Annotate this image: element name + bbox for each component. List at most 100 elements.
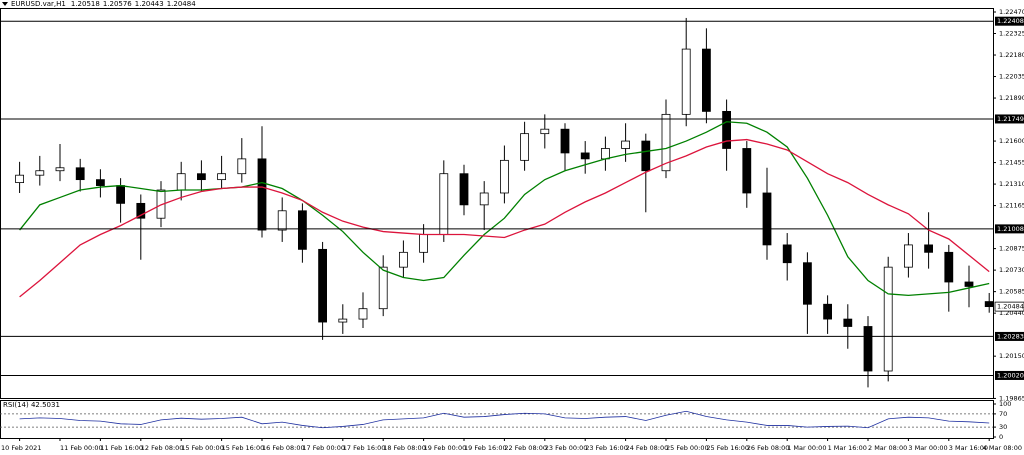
x-tick-label: 1 Mar 00:00 xyxy=(787,444,826,452)
candles xyxy=(15,17,994,388)
level-label: 1.21008 xyxy=(997,225,1024,233)
candle-body xyxy=(560,128,570,154)
x-tick-label: 4 Mar 08:00 xyxy=(983,444,1022,452)
level-label: 1.20020 xyxy=(997,371,1024,379)
candle-body xyxy=(823,303,832,320)
x-tick-label: 25 Feb 00:00 xyxy=(666,444,709,452)
x-tick-label: 19 Feb 00:00 xyxy=(424,444,467,452)
x-tick-label: 15 Feb 16:00 xyxy=(222,444,265,452)
candle-body xyxy=(479,192,489,206)
moving-average-line xyxy=(19,138,990,298)
candle-body xyxy=(984,301,994,308)
candle-body xyxy=(358,308,368,320)
x-tick-label: 25 Feb 16:00 xyxy=(706,444,749,452)
y-tick-label: 1.20730 xyxy=(999,266,1024,274)
candle-body xyxy=(540,128,550,135)
header-open: 1.20518 xyxy=(71,0,100,8)
candle-body xyxy=(196,173,206,181)
symbol: EURUSD.var,H1 xyxy=(11,0,66,8)
candle-body xyxy=(15,174,25,184)
candle-body xyxy=(96,179,105,186)
candle-body xyxy=(277,210,287,231)
indicator-tick-label: 100 xyxy=(999,400,1011,408)
x-tick-label: 22 Feb 08:00 xyxy=(504,444,547,452)
indicator-tick-label: 30 xyxy=(999,423,1007,431)
x-tick-label: 26 Feb 08:00 xyxy=(747,444,790,452)
menu-arrow[interactable] xyxy=(2,2,8,6)
x-tick-label: 11 Feb 00:00 xyxy=(60,444,103,452)
candle-body xyxy=(35,170,45,176)
x-tick-label: 17 Feb 00:00 xyxy=(302,444,345,452)
candle-body xyxy=(924,244,933,253)
candle-body xyxy=(156,189,166,219)
x-tick-label: 12 Feb 08:00 xyxy=(141,444,184,452)
candle-body xyxy=(237,158,247,175)
candle-body xyxy=(580,152,590,160)
candle-body xyxy=(702,48,711,112)
x-tick-label: 23 Feb 00:00 xyxy=(545,444,588,452)
price-label-box xyxy=(994,301,1024,312)
x-tick-label: 3 Mar 16:00 xyxy=(949,444,988,452)
candle-body xyxy=(378,266,388,310)
level-label-box xyxy=(995,224,1024,234)
candle-body xyxy=(499,159,509,194)
y-tick-label: 1.22470 xyxy=(999,8,1024,16)
x-tick-label: 3 Mar 00:00 xyxy=(908,444,947,452)
x-tick-label: 15 Feb 00:00 xyxy=(181,444,224,452)
candle-body xyxy=(75,167,85,181)
candle-body xyxy=(601,148,610,160)
y-tick-label: 1.21600 xyxy=(999,137,1024,145)
candle-body xyxy=(883,266,893,372)
candle-body xyxy=(520,133,529,161)
indicator-title: RSI(14) 42.5031 xyxy=(3,401,60,409)
indicator-line xyxy=(19,410,990,429)
indicator-panel xyxy=(0,400,994,439)
candle-body xyxy=(782,244,792,264)
y-tick-label: 1.20440 xyxy=(999,309,1024,317)
y-tick-label: 1.22325 xyxy=(999,30,1024,38)
x-tick-label: 16 Feb 08:00 xyxy=(262,444,305,452)
candle-body xyxy=(863,326,873,372)
x-tick-label: 10 Feb 2021 xyxy=(1,444,41,452)
y-tick-label: 1.20150 xyxy=(999,352,1024,360)
price-label: 1.20484 xyxy=(997,303,1024,311)
candle-body xyxy=(136,202,146,219)
x-tick-label: 17 Feb 16:00 xyxy=(343,444,386,452)
x-tick-label: 2 Mar 08:00 xyxy=(868,444,907,452)
main-panel xyxy=(0,8,994,399)
level-label-box xyxy=(995,331,1024,341)
header-high: 1.20576 xyxy=(103,0,132,8)
candle-body xyxy=(217,173,227,181)
candle-body xyxy=(257,158,267,231)
x-tick-label: 19 Feb 16:00 xyxy=(464,444,507,452)
y-tick-label: 1.22180 xyxy=(999,51,1024,59)
candle-body xyxy=(419,234,429,253)
candle-body xyxy=(661,113,671,172)
indicator-tick-label: 0 xyxy=(999,433,1003,441)
moving-average-line xyxy=(19,121,990,296)
candle-body xyxy=(843,318,853,327)
level-label-box xyxy=(995,114,1024,124)
x-tick-label: 23 Feb 16:00 xyxy=(585,444,628,452)
candle-body xyxy=(944,251,954,283)
candle-body xyxy=(176,173,186,191)
candle-body xyxy=(641,140,651,172)
candle-body xyxy=(439,173,449,235)
y-tick-label: 1.22035 xyxy=(999,73,1024,81)
x-tick-label: 18 Feb 08:00 xyxy=(383,444,426,452)
candle-body xyxy=(338,318,348,323)
header-low: 1.20443 xyxy=(135,0,164,8)
candle-body xyxy=(762,192,772,246)
y-tick-label: 1.20585 xyxy=(999,288,1024,296)
header-close: 1.20484 xyxy=(167,0,196,8)
y-tick-label: 1.21455 xyxy=(999,159,1024,167)
y-tick-label: 1.21310 xyxy=(999,180,1024,188)
y-tick-label: 1.21890 xyxy=(999,94,1024,102)
level-label: 1.21749 xyxy=(997,115,1024,123)
candle-body xyxy=(297,210,307,250)
candle-body xyxy=(904,244,913,268)
candle-body xyxy=(55,167,65,172)
